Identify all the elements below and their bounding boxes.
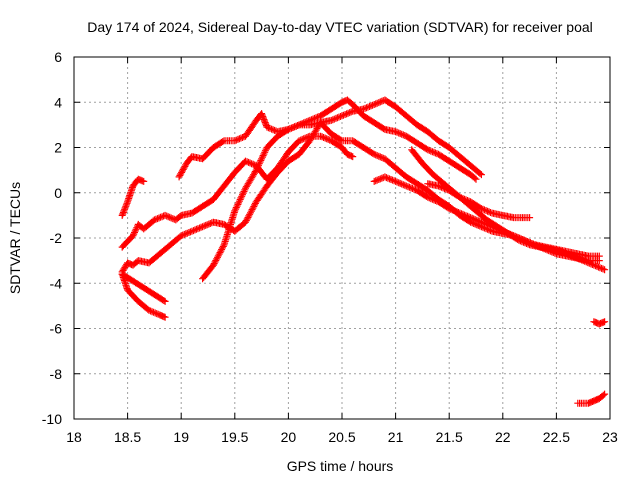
series-marks-track-k — [590, 318, 609, 328]
series-track-g — [199, 96, 485, 283]
series-marks-track-j — [424, 180, 534, 222]
series-marks-track-l — [574, 390, 609, 407]
y-tick-label: -8 — [50, 366, 63, 382]
series-marks-track-b — [118, 132, 357, 251]
series-marks-track-a — [118, 175, 148, 219]
x-axis-label: GPS time / hours — [287, 458, 394, 474]
y-tick-label: -10 — [42, 411, 62, 427]
chart-title: Day 174 of 2024, Sidereal Day-to-day VTE… — [87, 19, 593, 35]
y-tick-label: -2 — [50, 230, 63, 246]
x-tick-label: 20.5 — [328, 429, 355, 445]
x-tick-label: 22.5 — [543, 429, 570, 445]
series-marks-track-g — [199, 96, 485, 283]
y-axis-label: SDTVAR / TECUs — [7, 182, 23, 294]
x-tick-label: 18 — [66, 429, 82, 445]
series-marks-track-f — [175, 96, 480, 183]
series-marks-track-e — [118, 270, 169, 305]
y-tick-label: -6 — [50, 321, 63, 337]
series-track-a — [118, 175, 148, 219]
x-tick-label: 19.5 — [221, 429, 248, 445]
x-tick-label: 21.5 — [436, 429, 463, 445]
y-tick-label: 2 — [54, 140, 62, 156]
series-track-l — [574, 390, 609, 407]
y-tick-label: 4 — [54, 94, 62, 110]
series-track-f — [175, 96, 480, 183]
marks-layer — [118, 96, 609, 407]
x-tick-label: 23 — [602, 429, 618, 445]
y-tick-label: -4 — [50, 275, 63, 291]
x-tick-label: 18.5 — [114, 429, 141, 445]
series-track-k — [590, 318, 609, 328]
series-track-b — [118, 132, 357, 251]
y-tick-label: 0 — [54, 185, 62, 201]
x-tick-label: 22 — [495, 429, 511, 445]
ticks-layer: 18 18.5 19 19.5 20 20.5 21 21.5 22 22.5 23-10-8-6-… — [42, 49, 618, 445]
x-tick-label: 19 — [173, 429, 189, 445]
x-tick-label: 21 — [388, 429, 404, 445]
series-track-j — [424, 180, 534, 222]
y-tick-label: 6 — [54, 49, 62, 65]
x-tick-label: 20 — [281, 429, 297, 445]
series-track-e — [118, 270, 169, 305]
